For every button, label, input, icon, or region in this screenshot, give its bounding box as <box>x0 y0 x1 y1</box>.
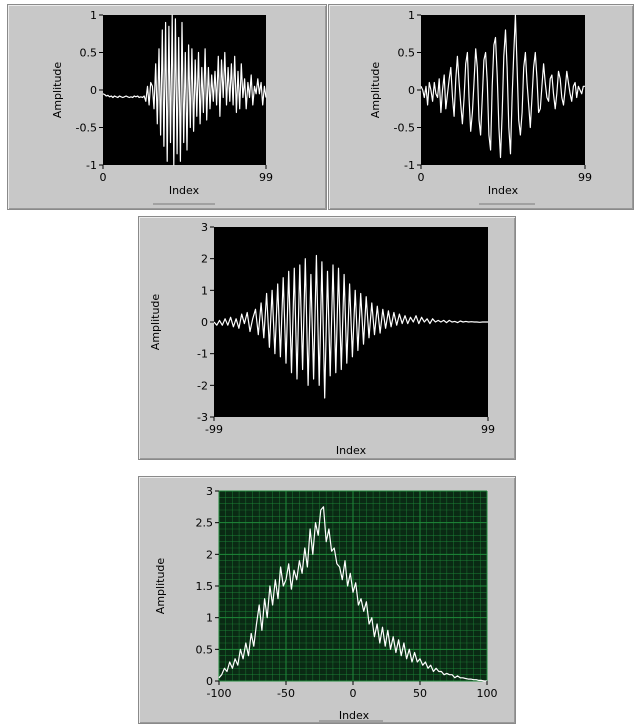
y-tick-label: 1.5 <box>196 580 214 593</box>
series-line-1 <box>213 254 488 399</box>
x-tick-label: 100 <box>477 687 498 700</box>
x-axis-label: Index <box>336 444 367 457</box>
x-axis-label: Index <box>488 184 519 197</box>
graph-panel-1: 1 0.5 0 -0.5 -1 0 99 Index Amplitude <box>7 4 327 210</box>
y-tick-label: 2 <box>206 548 213 561</box>
y-tick-label: 2 <box>201 253 208 266</box>
y-tick-label: 0 <box>206 675 213 688</box>
graph-panel-2: 1 0.5 0 -0.5 -1 0 99 Index Amplitude <box>328 4 634 210</box>
y-tick-label: 0.5 <box>196 643 214 656</box>
waveform-chart-3: 3 2 1 0 -1 -2 -3-99 99 Index Amplitude <box>149 221 495 457</box>
y-tick-label: 0 <box>90 84 97 97</box>
y-tick-label: -2 <box>197 379 208 392</box>
x-axis-label: Index <box>339 709 370 722</box>
y-axis-label: Amplitude <box>154 558 167 615</box>
x-tick-label: 99 <box>259 171 273 184</box>
x-axis-label: Index <box>169 184 200 197</box>
x-tick-label: 0 <box>100 171 107 184</box>
y-tick-label: 1 <box>90 9 97 22</box>
y-tick-label: -1 <box>404 159 415 172</box>
x-tick-label: 0 <box>350 687 357 700</box>
x-tick-label: 99 <box>481 423 495 436</box>
x-tick-label: -50 <box>277 687 295 700</box>
y-tick-label: 1 <box>206 612 213 625</box>
y-tick-label: 2.5 <box>196 517 214 530</box>
grid-lines <box>218 490 488 682</box>
graph-panel-4: 3 2.5 2 1.5 1 0.5 0 -100 -50 0 50 100 Index Amplitude <box>138 476 516 724</box>
x-tick-label: -100 <box>207 687 232 700</box>
y-tick-label: 0 <box>201 316 208 329</box>
series-line-1 <box>420 14 585 159</box>
y-tick-label: 0 <box>408 84 415 97</box>
x-tick-label: 0 <box>418 171 425 184</box>
y-tick-label: -0.5 <box>394 122 415 135</box>
y-axis-label: Amplitude <box>51 62 64 119</box>
y-tick-label: -1 <box>86 159 97 172</box>
series-line-1 <box>218 506 487 682</box>
y-tick-label: 1 <box>201 284 208 297</box>
y-axis-label: Amplitude <box>369 62 382 119</box>
y-tick-label: 0.5 <box>398 47 416 60</box>
y-tick-label: -0.5 <box>76 122 97 135</box>
y-tick-label: -1 <box>197 348 208 361</box>
x-tick-label: -99 <box>205 423 223 436</box>
y-tick-label: 1 <box>408 9 415 22</box>
x-tick-label: 50 <box>413 687 427 700</box>
y-tick-label: 3 <box>201 221 208 234</box>
y-tick-label: 0.5 <box>80 47 98 60</box>
y-axis-label: Amplitude <box>149 294 162 351</box>
series-line-1 <box>102 14 267 166</box>
y-tick-label: -3 <box>197 411 208 424</box>
graph-panel-3: 3 2 1 0 -1 -2 -3 -99 99 Index Amplitude <box>138 216 516 460</box>
y-tick-label: 3 <box>206 485 213 498</box>
x-tick-label: 99 <box>578 171 592 184</box>
